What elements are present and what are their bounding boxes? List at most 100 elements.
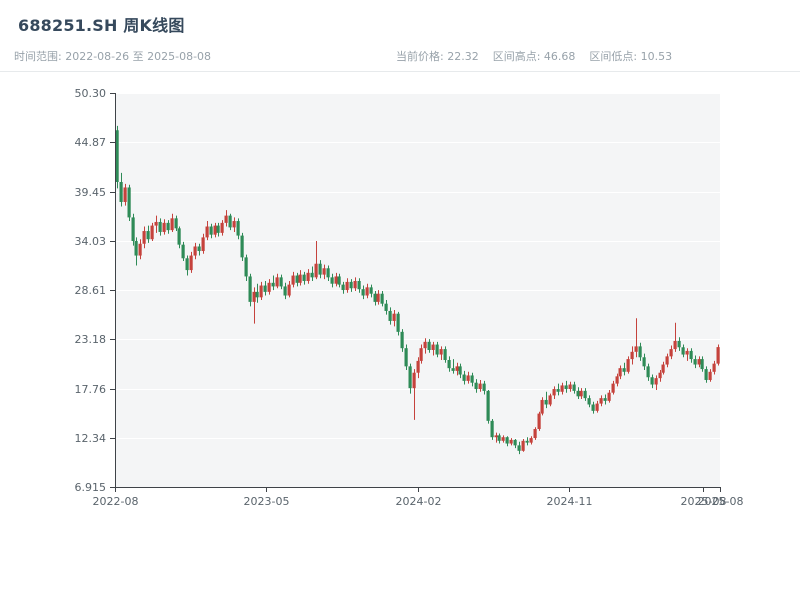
candle-body xyxy=(193,246,197,256)
candle xyxy=(704,366,708,383)
candle-body xyxy=(501,437,505,441)
candle xyxy=(439,346,443,360)
candle-body xyxy=(162,222,166,232)
candle-body xyxy=(665,356,669,365)
candle xyxy=(201,233,205,254)
candle xyxy=(486,389,490,424)
candles-layer xyxy=(115,125,720,455)
candle xyxy=(252,287,256,324)
range-low: 区间低点: 10.53 xyxy=(589,50,673,63)
candle-body xyxy=(443,349,447,360)
candle-body xyxy=(611,383,615,393)
candle xyxy=(150,222,154,242)
candle xyxy=(494,432,498,443)
candle-body xyxy=(244,257,248,277)
candle xyxy=(353,277,357,291)
candle xyxy=(634,318,638,358)
candle-body xyxy=(462,374,466,381)
candle-body xyxy=(681,347,685,355)
candle xyxy=(306,269,310,284)
candle-body xyxy=(158,221,162,232)
candle-body xyxy=(166,222,170,231)
candle-body xyxy=(283,286,287,296)
y-tick-label: 6.915 xyxy=(75,481,107,494)
candle xyxy=(115,125,119,189)
candle-body xyxy=(650,377,654,385)
candle-body xyxy=(654,378,658,385)
candle xyxy=(334,272,338,287)
candle xyxy=(146,225,150,243)
candle-body xyxy=(220,222,224,233)
candle-body xyxy=(490,420,494,438)
candle-body xyxy=(685,350,689,355)
candle xyxy=(521,439,525,452)
candle-body xyxy=(353,280,357,289)
candle-body xyxy=(271,282,275,287)
candle-body xyxy=(677,340,681,348)
axes xyxy=(115,93,720,488)
candle xyxy=(455,362,459,376)
candle xyxy=(181,241,185,262)
candle-body xyxy=(638,346,642,358)
candle xyxy=(517,441,521,455)
candle-body xyxy=(369,287,373,294)
candle xyxy=(611,380,615,395)
candle-body xyxy=(248,276,252,302)
candle-body xyxy=(419,348,423,361)
candle xyxy=(193,242,197,260)
candle xyxy=(213,222,217,238)
candle-body xyxy=(552,389,556,396)
candle-body xyxy=(275,277,279,287)
candle-body xyxy=(595,403,599,411)
candle xyxy=(431,341,435,356)
candle xyxy=(283,282,287,300)
candle-body xyxy=(263,285,267,292)
candle-body xyxy=(669,349,673,357)
candle xyxy=(291,271,295,288)
candle xyxy=(451,359,455,374)
candle-body xyxy=(486,390,490,421)
candle-body xyxy=(704,369,708,380)
y-tick-label: 34.03 xyxy=(75,235,107,248)
candle-body xyxy=(661,364,665,373)
candle xyxy=(544,391,548,409)
candle-body xyxy=(423,341,427,349)
candle xyxy=(255,283,259,303)
candle xyxy=(630,346,634,365)
candle xyxy=(376,290,380,305)
candle-body xyxy=(521,440,525,451)
candle-body xyxy=(213,225,217,235)
candle-body xyxy=(587,398,591,405)
candle xyxy=(716,344,720,366)
candle xyxy=(552,386,556,400)
y-tick-label: 23.18 xyxy=(75,333,107,346)
candle-body xyxy=(298,274,302,283)
candle xyxy=(658,369,662,382)
candle-body xyxy=(572,384,576,391)
candle xyxy=(693,355,697,369)
candle-body xyxy=(564,385,568,390)
candle xyxy=(513,439,517,449)
candle xyxy=(275,273,279,289)
candle-body xyxy=(447,359,451,369)
candle xyxy=(423,338,427,354)
candle xyxy=(556,383,560,396)
candle xyxy=(482,380,486,395)
x-tick-label: 2024-02 xyxy=(396,495,442,508)
candle-body xyxy=(361,289,365,296)
candle-body xyxy=(380,293,384,304)
candle xyxy=(134,237,138,266)
x-tick-labels: 2022-08 2023-05 2024-02 2024-11 2025-082025-… xyxy=(93,487,743,508)
candle xyxy=(560,382,564,395)
candle-body xyxy=(170,218,174,231)
candle xyxy=(435,341,439,358)
kline-chart-canvas: 50.30 44.87 39.45 34.03 28.61 23.18 17.76 12.34… xyxy=(75,87,744,508)
candle-body xyxy=(373,293,377,302)
candle-body xyxy=(630,351,634,360)
candle-body xyxy=(150,225,154,240)
candle xyxy=(205,221,209,241)
candle-body xyxy=(708,371,712,380)
candle-body xyxy=(134,241,138,256)
candle-body xyxy=(396,313,400,332)
range-high: 区间高点: 46.68 xyxy=(492,50,576,63)
